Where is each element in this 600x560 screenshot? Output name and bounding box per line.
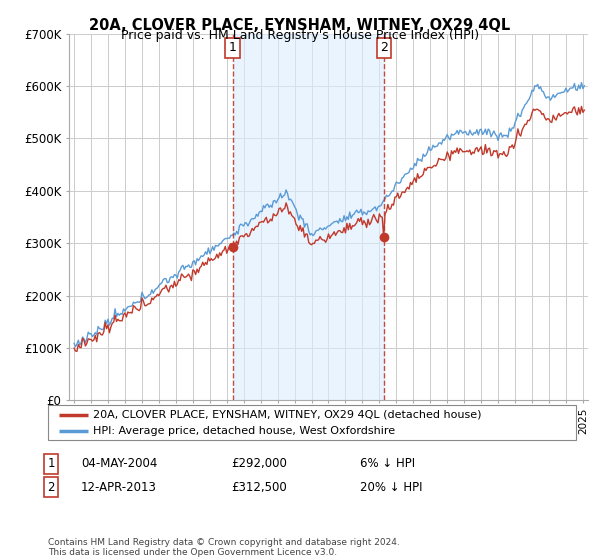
Text: £312,500: £312,500 <box>231 480 287 494</box>
Text: HPI: Average price, detached house, West Oxfordshire: HPI: Average price, detached house, West… <box>93 426 395 436</box>
Text: 1: 1 <box>47 457 55 470</box>
Text: £292,000: £292,000 <box>231 457 287 470</box>
Text: 20A, CLOVER PLACE, EYNSHAM, WITNEY, OX29 4QL: 20A, CLOVER PLACE, EYNSHAM, WITNEY, OX29… <box>89 18 511 33</box>
Text: 1: 1 <box>229 41 236 54</box>
Text: 20% ↓ HPI: 20% ↓ HPI <box>360 480 422 494</box>
Text: 2: 2 <box>47 480 55 494</box>
Text: 6% ↓ HPI: 6% ↓ HPI <box>360 457 415 470</box>
FancyBboxPatch shape <box>48 405 576 440</box>
Text: Contains HM Land Registry data © Crown copyright and database right 2024.
This d: Contains HM Land Registry data © Crown c… <box>48 538 400 557</box>
Text: 04-MAY-2004: 04-MAY-2004 <box>81 457 157 470</box>
Text: 20A, CLOVER PLACE, EYNSHAM, WITNEY, OX29 4QL (detached house): 20A, CLOVER PLACE, EYNSHAM, WITNEY, OX29… <box>93 409 481 419</box>
Text: 12-APR-2013: 12-APR-2013 <box>81 480 157 494</box>
Text: 2: 2 <box>380 41 388 54</box>
Text: Price paid vs. HM Land Registry's House Price Index (HPI): Price paid vs. HM Land Registry's House … <box>121 29 479 42</box>
